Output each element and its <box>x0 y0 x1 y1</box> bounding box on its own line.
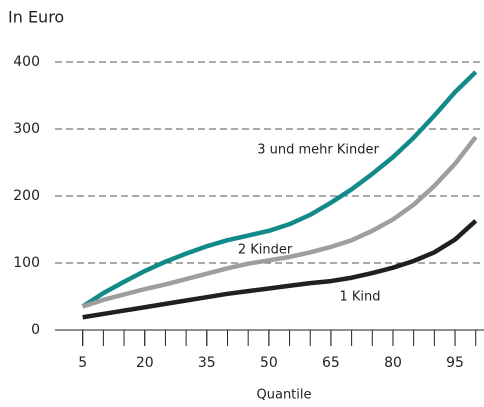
y-tick-label: 100 <box>13 255 40 271</box>
x-axis-label: Quantile <box>257 388 312 403</box>
x-tick-label: 65 <box>322 355 340 371</box>
series-label: 1 Kind <box>339 290 380 305</box>
x-tick-label: 35 <box>198 355 216 371</box>
x-tick-label: 20 <box>136 355 154 371</box>
y-tick-label: 300 <box>13 121 40 137</box>
x-tick-label: 80 <box>384 355 402 371</box>
y-tick-label: 200 <box>13 188 40 204</box>
series-label: 2 Kinder <box>238 243 293 258</box>
y-tick-label: 0 <box>31 322 40 338</box>
series-line <box>81 70 478 309</box>
series-label: 3 und mehr Kinder <box>257 143 379 158</box>
x-tick-label: 50 <box>260 355 278 371</box>
chart-title: In Euro <box>8 8 64 27</box>
series-line <box>81 135 478 309</box>
y-tick-label: 400 <box>13 54 40 70</box>
series-line <box>82 219 478 320</box>
x-tick-label: 5 <box>78 355 87 371</box>
x-tick-label: 95 <box>446 355 464 371</box>
